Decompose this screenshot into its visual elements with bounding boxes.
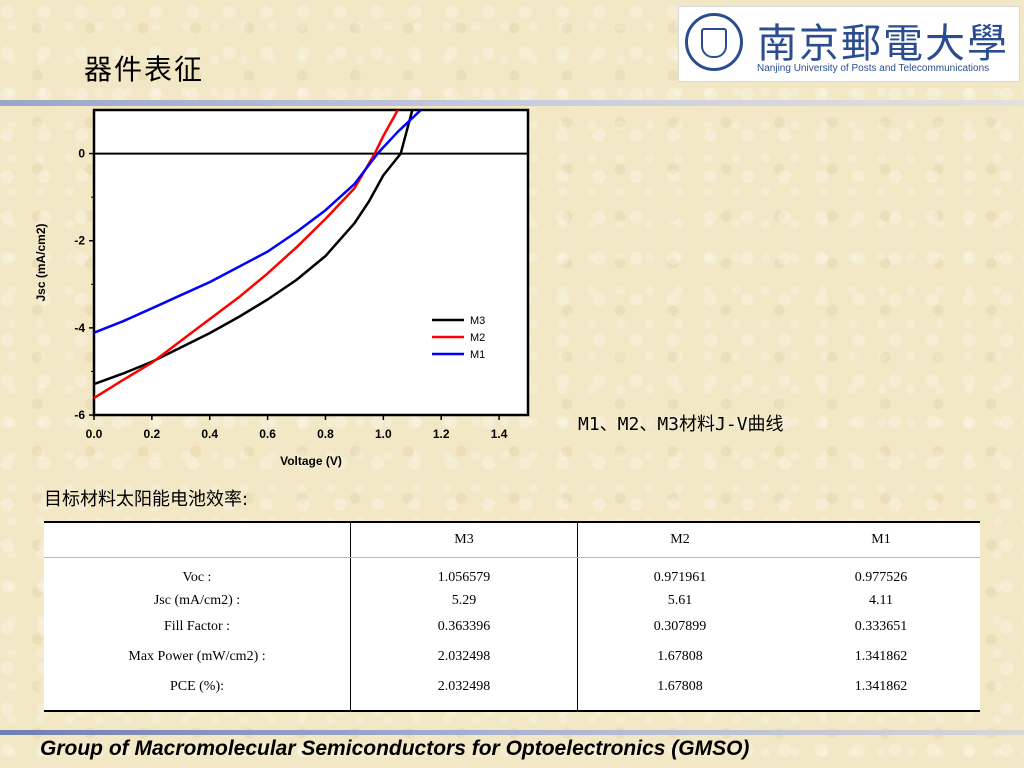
x-tick-label: 1.2 [433,427,450,441]
legend-label-m1: M1 [470,349,485,361]
series-line-m1 [94,110,422,334]
table-cell: 2.032498 [350,642,578,672]
table-cell: 4.11 [869,593,893,608]
table-row: Fill Factor : 0.363396 0.307899 0.333651 [44,612,980,642]
y-tick-label: -4 [74,321,85,335]
x-tick-label: 0.2 [144,427,161,441]
top-divider [0,100,1024,106]
y-axis-label: Jsc (mA/cm2) [34,223,48,301]
university-logo: 南京郵電大學 Nanjing University of Posts and T… [678,6,1020,82]
y-tick-label: 0 [78,147,85,161]
table-cell: 0.363396 [350,612,578,642]
x-tick-label: 0.8 [317,427,334,441]
header-cell: M2 [577,522,782,558]
table-row: Max Power (mW/cm2) : 2.032498 1.67808 1.… [44,642,980,672]
y-tick-label: -6 [74,408,85,422]
table-label: 目标材料太阳能电池效率: [44,489,249,510]
x-tick-label: 0.0 [86,427,103,441]
header-cell [44,522,351,558]
x-tick-label: 0.4 [201,427,218,441]
row-label: Fill Factor : [44,612,351,642]
table-cell: 5.29 [350,590,578,612]
table-cell: 0.333651 [854,619,908,634]
table-cell: 0.971961 [653,570,707,585]
table-row: Voc : 1.056579 0.971961 0.977526 [44,557,980,590]
table-cell: 0.307899 [653,619,707,634]
table-cell: 0.977526 [854,570,908,585]
row-label: Max Power (mW/cm2) : [44,642,351,672]
table-header-row: M3 M2 M1 [44,522,980,558]
plot-area [92,108,530,417]
table-cell: 5.61 [667,593,693,608]
table-cell: 1.67808 [657,679,703,694]
y-tick-label: -2 [74,234,85,248]
university-seal-icon [685,13,743,71]
legend-label-m3: M3 [470,315,485,327]
header-cell: M1 [782,522,980,558]
table-cell: 1.056579 [350,557,578,590]
table-cell: 1.341862 [854,679,908,694]
table-row: PCE (%): 2.032498 1.67808 1.341862 [44,672,980,711]
bottom-divider [0,730,1024,735]
table-cell: 1.67808 [657,649,703,664]
header-cell: M3 [350,522,578,558]
university-name-en: Nanjing University of Posts and Telecomm… [757,63,990,74]
legend-label-m2: M2 [470,332,485,344]
row-label: Jsc (mA/cm2) : [44,590,351,612]
table-cell: 1.341862 [854,649,908,664]
chart-caption: M1、M2、M3材料J-V曲线 [578,414,784,435]
series-line-m2 [94,110,399,400]
x-axis-label: Voltage (V) [280,454,342,468]
table-row: Jsc (mA/cm2) : 5.29 5.61 4.11 [44,590,980,612]
row-label: PCE (%): [44,672,351,711]
row-label: Voc : [44,557,351,590]
efficiency-table: M3 M2 M1 Voc : 1.056579 0.971961 0.97752… [44,521,980,712]
table-cell: 2.032498 [350,672,578,711]
jv-curve-chart: 0.0 0.2 0.4 0.6 0.8 1.0 1.2 1.4 0 -2 -4 -6 Voltage (… [34,108,530,468]
x-tick-label: 1.0 [375,427,392,441]
footer-group-name: Group of Macromolecular Semiconductors f… [40,737,750,760]
x-tick-label: 1.4 [491,427,508,441]
x-tick-label: 0.6 [259,427,276,441]
slide-title: 器件表征 [84,53,205,86]
university-name-cn: 南京郵電大學 [757,21,1009,67]
